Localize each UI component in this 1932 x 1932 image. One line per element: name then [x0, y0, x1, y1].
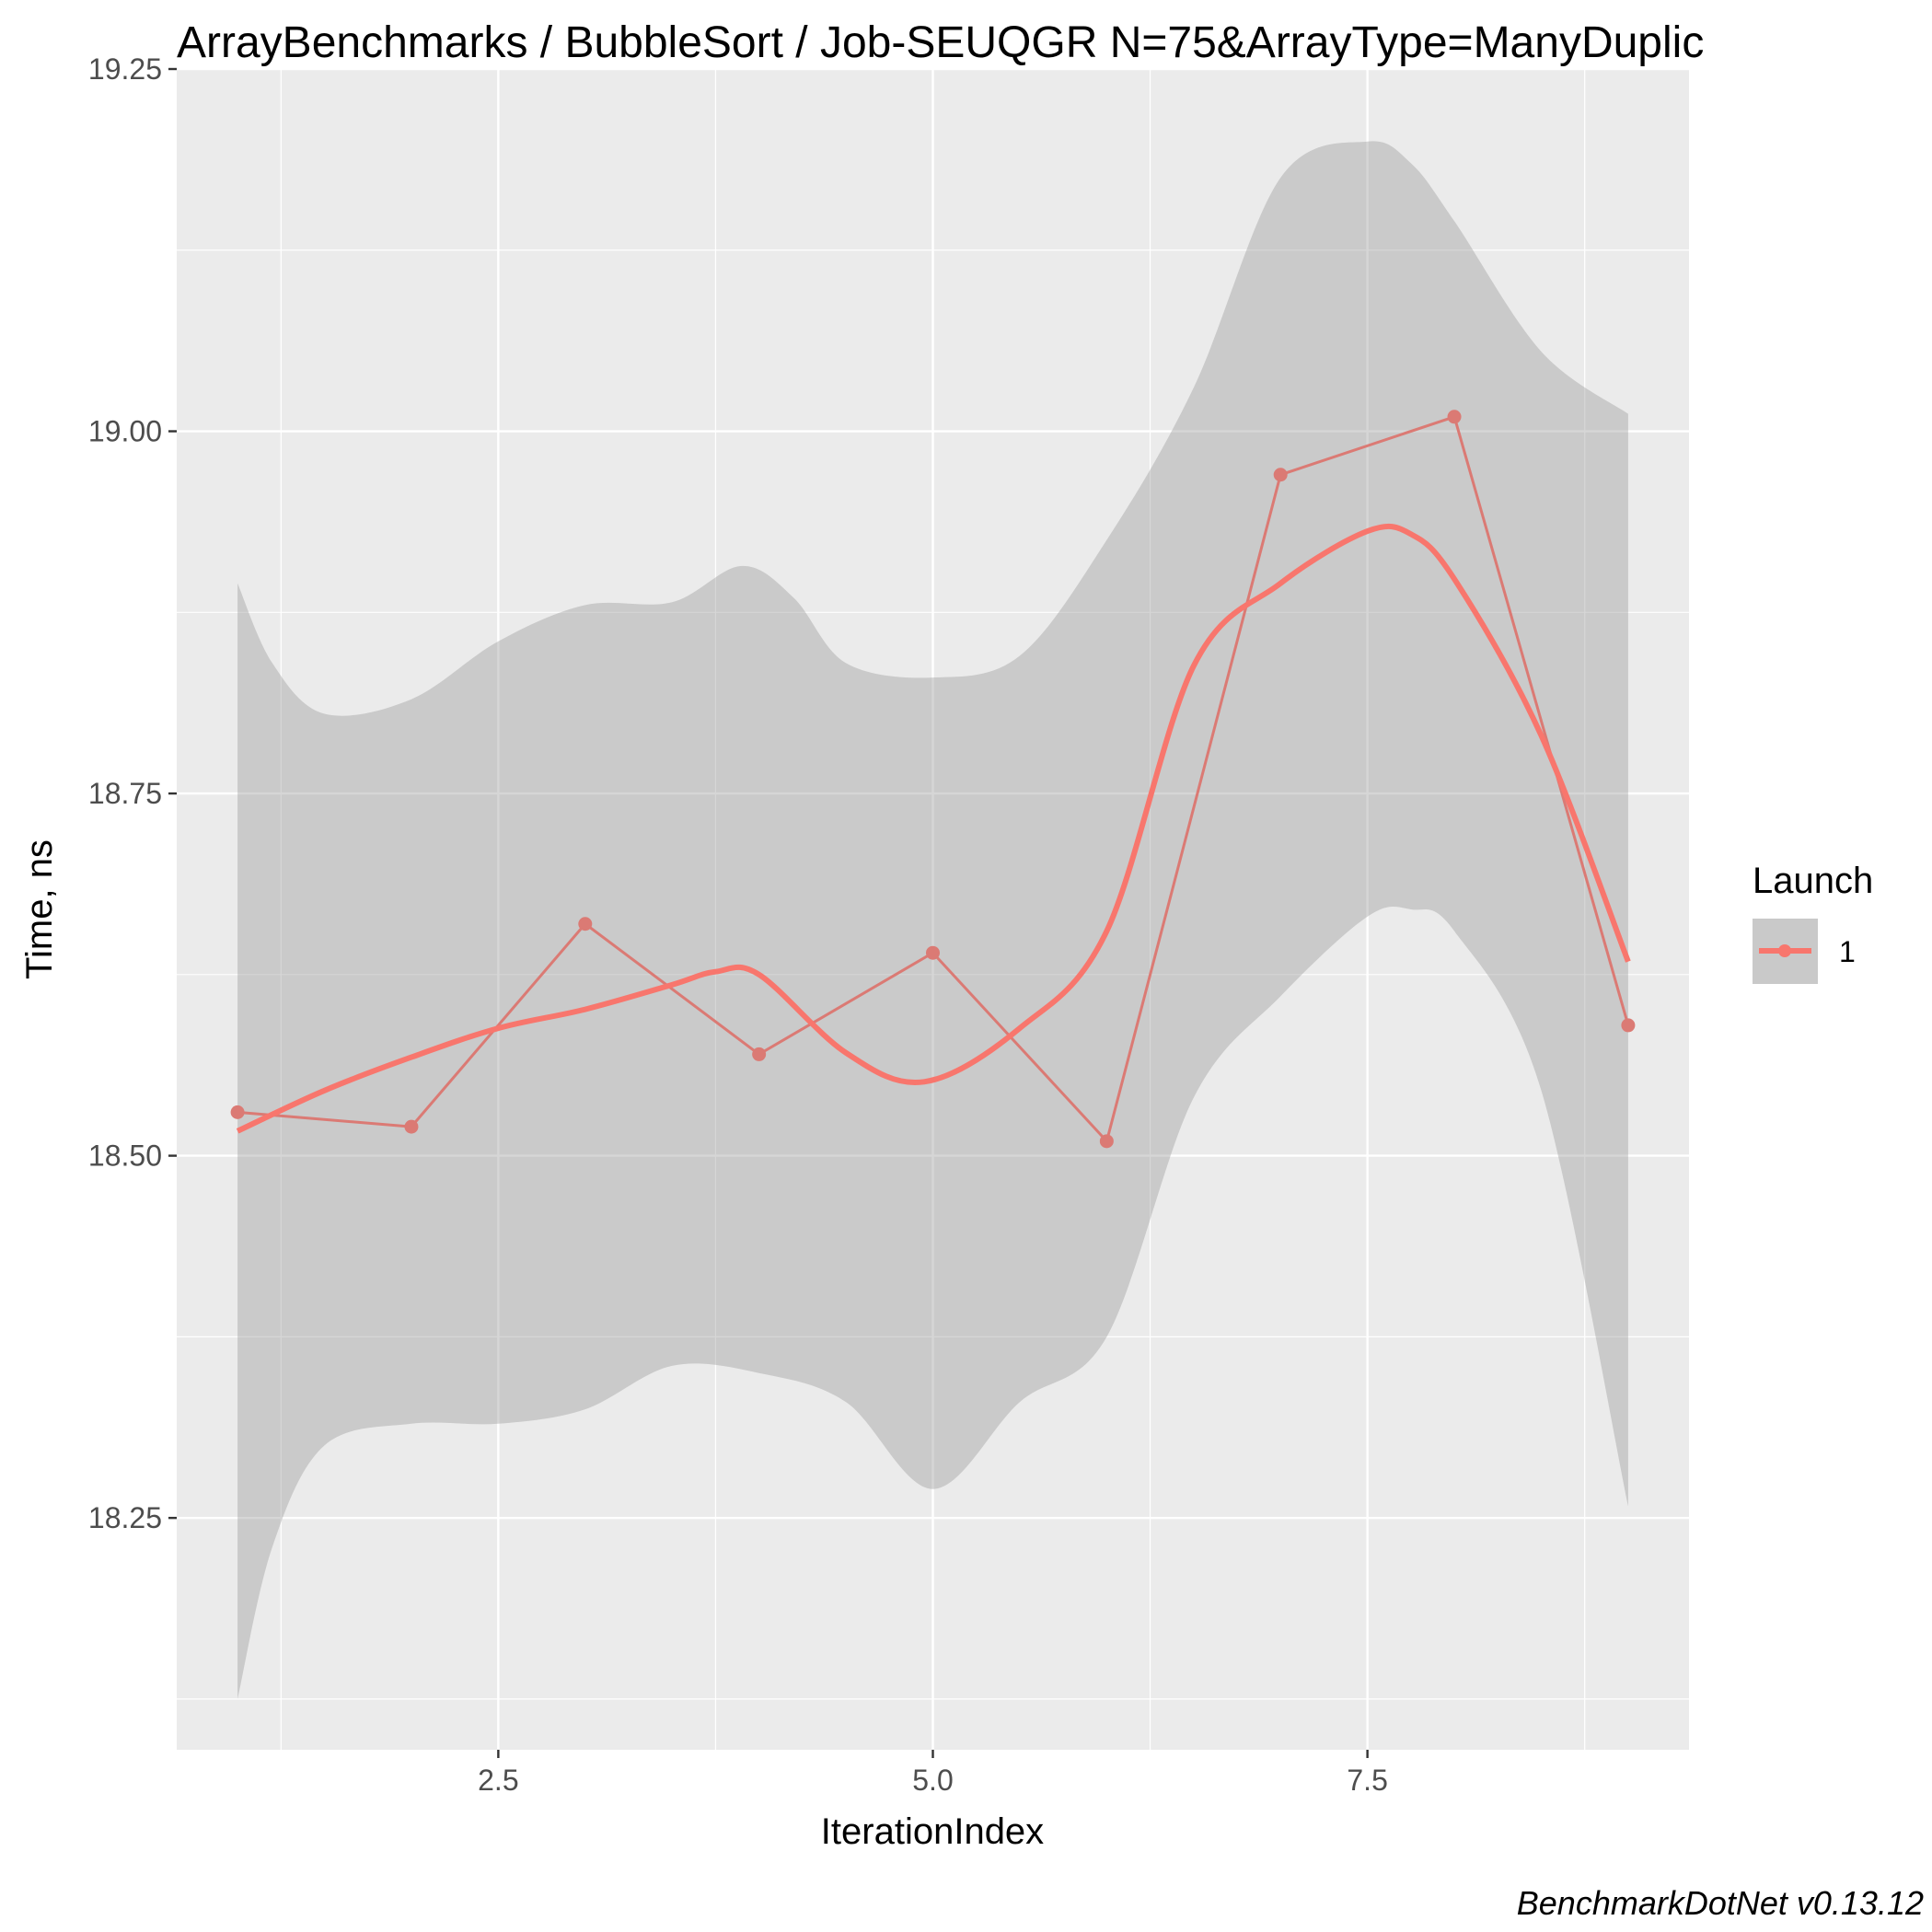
data-point: [926, 945, 940, 960]
data-points: [230, 410, 1636, 1149]
x-tick-label: 5.0: [912, 1764, 953, 1797]
caption: BenchmarkDotNet v0.13.12: [1517, 1884, 1924, 1922]
data-point: [1273, 468, 1288, 482]
y-axis-label: Time, ns: [19, 839, 60, 979]
data-point: [230, 1105, 245, 1119]
data-point: [1447, 410, 1462, 424]
y-tick-label: 18.25: [88, 1501, 162, 1534]
chart-title: ArrayBenchmarks / BubbleSort / Job-SEUQG…: [177, 18, 1704, 67]
data-point: [404, 1119, 419, 1134]
y-tick-label: 18.50: [88, 1140, 162, 1173]
y-tick-label: 19.25: [88, 52, 162, 86]
legend-title: Launch: [1753, 861, 1873, 901]
y-axis-ticks: 18.25 18.50 18.75 19.00 19.25: [88, 52, 177, 1534]
x-tick-label: 2.5: [478, 1764, 518, 1797]
y-tick-label: 19.00: [88, 415, 162, 448]
confidence-band: [237, 141, 1628, 1699]
x-tick-label: 7.5: [1347, 1764, 1387, 1797]
smooth-trend-line: [236, 523, 1631, 1134]
x-axis-ticks: 2.5 5.0 7.5: [478, 1750, 1388, 1797]
legend-label: 1: [1839, 935, 1856, 968]
grid-major: [177, 67, 1689, 1750]
data-point: [1099, 1134, 1114, 1149]
data-point: [578, 917, 593, 931]
y-tick-label: 18.75: [88, 777, 162, 810]
legend-key-point: [1778, 944, 1791, 957]
legend: Launch 1: [1753, 861, 1873, 984]
data-point: [752, 1047, 767, 1061]
data-point: [1621, 1018, 1636, 1033]
x-axis-label: IterationIndex: [821, 1811, 1044, 1852]
